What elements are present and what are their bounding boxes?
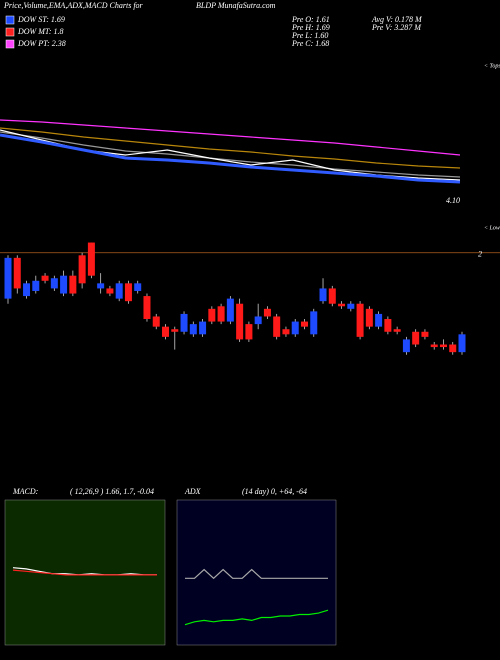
panel-subtitle: (14 day) 0, +64, -64	[242, 487, 307, 496]
candle-body	[273, 316, 281, 337]
stat: Pre V: 3.287 M	[371, 23, 422, 32]
annotation: < Tops	[484, 63, 500, 69]
candle-body	[171, 329, 179, 332]
series-line	[12, 569, 157, 576]
candle-body	[50, 278, 58, 289]
candle-body	[412, 331, 420, 345]
candle-body	[115, 283, 123, 299]
legend-label: DOW PT: 2.38	[17, 39, 66, 48]
candle-body	[310, 311, 318, 335]
candle-body	[458, 334, 466, 353]
candle-body	[263, 308, 271, 317]
candle-body	[291, 321, 299, 335]
candle-body	[143, 296, 151, 320]
candle-body	[23, 283, 31, 297]
candle-body	[236, 303, 244, 340]
stat: Pre H: 1.69	[291, 23, 330, 32]
stat: Avg V: 0.178 M	[371, 15, 423, 24]
candle-body	[199, 321, 207, 335]
candle-body	[180, 313, 188, 332]
candle-body	[365, 308, 373, 327]
candle-body	[393, 329, 401, 332]
series-line	[0, 133, 461, 184]
candle-body	[430, 344, 438, 348]
candle-body	[217, 306, 225, 322]
legend-swatch	[5, 15, 15, 25]
candle-body	[124, 283, 132, 302]
candle-body	[208, 308, 216, 322]
series-line	[12, 567, 157, 576]
candle-body	[32, 280, 40, 291]
header-title: Price,Volume,EMA,ADX,MACD Charts for	[3, 1, 144, 10]
candle-body	[13, 257, 21, 289]
series-line	[184, 609, 329, 626]
candle-body	[97, 283, 105, 289]
series-line	[0, 127, 461, 169]
candle-body	[282, 329, 290, 335]
candle-body	[375, 313, 383, 327]
legend-swatch	[5, 27, 15, 37]
candle-body	[384, 319, 392, 332]
series-line	[0, 131, 461, 178]
candle-body	[162, 326, 170, 337]
candle-body	[226, 298, 234, 322]
candle-body	[69, 275, 77, 294]
candle-body	[189, 324, 197, 335]
stat: Pre C: 1.68	[291, 39, 329, 48]
candle-body	[319, 288, 327, 302]
panel-subtitle: ( 12,26,9 ) 1.66, 1.7, -0.04	[70, 487, 154, 496]
series-line	[0, 119, 461, 156]
panel-title: ADX	[184, 487, 202, 496]
candle-body	[4, 257, 12, 299]
candle-body	[254, 316, 262, 325]
candle-body	[328, 288, 336, 304]
candle-body	[338, 303, 346, 307]
candle-body	[402, 339, 410, 353]
candle-body	[134, 283, 142, 291]
stat: Pre L: 1.60	[291, 31, 328, 40]
annotation: < Lows	[484, 225, 500, 231]
legend-swatch	[5, 39, 15, 49]
candle-body	[78, 255, 86, 284]
legend-label: DOW MT: 1.8	[17, 27, 64, 36]
candle-body	[300, 321, 308, 327]
candle-body	[41, 275, 49, 281]
stat: Pre O: 1.61	[291, 15, 330, 24]
candle-body	[449, 344, 457, 353]
candle-body	[87, 242, 95, 276]
candle-body	[60, 275, 68, 294]
y-tick-label: 2	[478, 250, 482, 259]
panel	[4, 499, 166, 646]
candle-body	[421, 331, 429, 337]
series-line	[185, 568, 328, 580]
candle-body	[245, 324, 253, 340]
y-tick-label: 4.10	[446, 196, 460, 205]
candle-body	[152, 316, 160, 327]
candle-body	[356, 303, 364, 337]
header-site: BLDP MunafaSutra.com	[196, 1, 276, 10]
candle-body	[439, 344, 447, 348]
panel-title: MACD:	[12, 487, 39, 496]
legend-label: DOW ST: 1.69	[17, 15, 65, 24]
candle-body	[106, 288, 114, 294]
candle-body	[347, 303, 355, 309]
